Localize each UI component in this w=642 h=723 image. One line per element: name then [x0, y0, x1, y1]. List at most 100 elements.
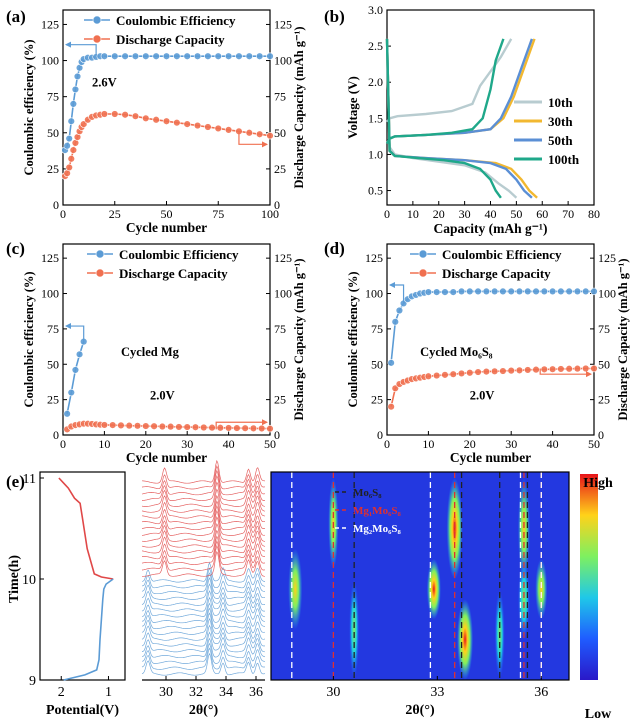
data-point-discharge [432, 371, 441, 380]
x-tick-label: 30 [505, 437, 517, 451]
y2-tick-label: 75 [274, 90, 286, 104]
data-point-discharge [557, 365, 565, 373]
data-point-discharge [582, 364, 590, 373]
panel-label-d: (d) [324, 239, 345, 258]
data-point-discharge [387, 403, 395, 411]
x-tick-label: 10 [422, 437, 434, 451]
x-tick-label: 80 [588, 207, 600, 221]
data-point-discharge [499, 367, 507, 375]
x-tick-label: 30 [326, 685, 340, 700]
data-point-discharge [131, 112, 140, 120]
x-axis-label: Cycle number [126, 450, 207, 465]
data-point-ce [387, 359, 395, 367]
x-tick-label: 36 [249, 685, 263, 700]
data-point-discharge [166, 422, 175, 431]
y-tick-label: 0 [377, 428, 383, 442]
x-tick-label: 70 [562, 207, 574, 221]
data-point-discharge [214, 124, 222, 133]
dc-arrowhead [586, 371, 592, 378]
panel-b-chart: 0 10 20 30 40 50 60 70 80 0.5 1.0 1.5 2.0 2.5 3.0 Capac… [345, 3, 600, 236]
data-point-ce [395, 306, 404, 315]
intensity-streak [349, 579, 360, 680]
x-tick-label: 20 [140, 437, 152, 451]
x-tick-label: 75 [212, 207, 224, 221]
data-point-ce [432, 288, 441, 296]
x-tick-label: 100 [261, 207, 279, 221]
data-point-ce [63, 410, 71, 418]
colorbar-low-label: Low [585, 707, 612, 722]
x-tick-label: 0 [60, 437, 66, 451]
y-tick-label: 11 [23, 472, 36, 487]
y2-tick-label: 25 [598, 393, 610, 407]
xrd-pattern [141, 647, 265, 670]
data-point-discharge [125, 421, 133, 430]
dc-axis-arrow [215, 421, 267, 430]
data-point-discharge [142, 422, 150, 430]
x-tick-label: 20 [464, 437, 476, 451]
data-point-discharge [524, 366, 532, 374]
legend-marker [418, 249, 428, 259]
x-axis-label: Cycle number [126, 220, 207, 235]
x-tick-label: 1 [105, 685, 112, 700]
data-point-ce [524, 287, 532, 296]
data-point-ce [266, 52, 274, 60]
y-tick-label: 0 [53, 428, 59, 442]
ce-arrowhead [65, 323, 71, 330]
intensity-streak [457, 599, 474, 680]
legend-entry: 10th [548, 95, 573, 110]
data-point-discharge [173, 118, 181, 127]
xrd-pattern [141, 624, 266, 647]
y2-tick-label: 125 [274, 251, 292, 265]
y-tick-label: 25 [371, 393, 383, 407]
potential-curve-charge [63, 578, 114, 681]
data-point-ce [557, 287, 565, 296]
x-tick-label: 50 [510, 207, 522, 221]
y-tick-label: 50 [47, 126, 59, 140]
data-point-ce [67, 388, 75, 397]
y-tick-label: 2.5 [368, 39, 383, 53]
x-tick-label: 0 [60, 207, 66, 221]
data-point-ce [565, 287, 573, 296]
data-point-discharge [449, 370, 457, 378]
panel-label-e: (e) [6, 472, 25, 491]
data-point-ce [224, 52, 233, 60]
y-tick-label: 25 [47, 162, 59, 176]
data-point-ce [532, 287, 540, 296]
data-point-discharge [67, 155, 75, 163]
y2-tick-label: 75 [274, 322, 286, 336]
data-point-ce [466, 287, 474, 296]
annotation: 2.0V [150, 389, 175, 403]
y2-tick-label: 75 [598, 322, 610, 336]
legend-marker [95, 268, 105, 278]
annotation: Cycled Mg [121, 345, 180, 359]
curve-30th-discharge [385, 38, 538, 199]
data-point-discharge [233, 424, 241, 432]
x-tick-label: 10 [98, 437, 110, 451]
panel-label-b: (b) [324, 7, 345, 26]
data-point-discharge [158, 422, 167, 431]
data-point-discharge [133, 422, 142, 430]
legend-entry: 30th [548, 114, 573, 129]
data-point-discharge [108, 421, 117, 429]
data-point-discharge [208, 423, 216, 432]
legend-marker [95, 249, 105, 259]
x-tick-label: 30 [159, 685, 173, 700]
data-point-ce [204, 52, 212, 60]
xrd-pattern [141, 590, 265, 612]
data-point-ce [582, 287, 590, 296]
x-axis-label: 2θ(°) [189, 703, 219, 718]
data-point-discharge [266, 131, 274, 140]
x-tick-label: 33 [430, 685, 444, 700]
xrd-pattern [142, 602, 266, 624]
y-axis-label: Coulombic efficiency (%) [22, 39, 36, 175]
data-point-ce [424, 288, 433, 296]
x-tick-label: 0 [384, 437, 390, 451]
y-tick-label: 3.0 [368, 3, 383, 17]
data-point-discharge [515, 366, 524, 375]
xrd-pattern [141, 652, 266, 676]
data-point-discharge [65, 163, 73, 172]
x-tick-label: 30 [459, 207, 471, 221]
curve-10th-discharge [385, 38, 518, 199]
xrd-pattern [141, 481, 266, 507]
